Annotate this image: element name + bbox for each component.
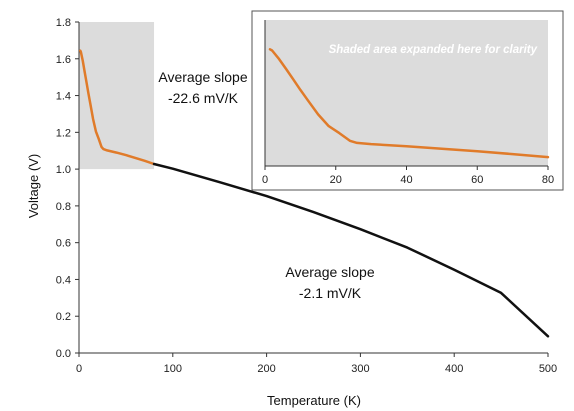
x-tick-label: 500 [539,363,557,375]
main-series [79,49,550,338]
y-tick-label: 0.6 [56,238,71,250]
y-tick-label: 1.4 [56,91,71,103]
x-tick-label: 100 [164,363,182,375]
inset-note: Shaded area expanded here for clarity [329,44,538,56]
inset-x-tick-label: 60 [471,174,483,186]
x-tick-label: 200 [257,363,275,375]
annotation-slope-2-line2: -2.1 mV/K [299,285,362,301]
y-tick-label: 1.2 [56,127,71,139]
inset-x-tick-label: 40 [400,174,412,186]
inset-panel: 0 20 40 60 80 [251,10,564,191]
inset-series-line [268,48,550,159]
y-tick-label: 0.4 [56,274,71,286]
x-axis-label: Temperature (K) [267,393,361,408]
y-tick-label: 1.8 [56,17,71,29]
series-high-temp-line [152,162,550,338]
annotation-slope-2-line1: Average slope [285,264,374,280]
main-axes [75,21,549,357]
annotation-slope-1-line2: -22.6 mV/K [168,90,239,106]
x-tick-label: 0 [76,363,82,375]
y-tick-label: 1.6 [56,54,71,66]
inset-x-tick-label: 80 [542,174,554,186]
y-tick-label: 0.8 [56,201,71,213]
y-tick-label: 1.0 [56,164,71,176]
y-tick-label: 0.0 [56,348,71,360]
inset-x-tick-label: 0 [262,174,268,186]
inset-x-tick-label: 20 [330,174,342,186]
annotation-slope-1-line1: Average slope [158,69,247,85]
x-tick-label: 400 [445,363,463,375]
y-axis-label: Voltage (V) [26,154,41,218]
y-tick-label: 0.2 [56,311,71,323]
series-low-temp-line [79,49,156,166]
main-tick-labels: 0.00.20.40.60.81.01.21.41.61.80 100 200 300… [56,17,557,375]
x-tick-label: 300 [351,363,369,375]
shaded-region [79,22,155,170]
shaded-region-rect [79,22,155,170]
inset-background [265,20,548,166]
